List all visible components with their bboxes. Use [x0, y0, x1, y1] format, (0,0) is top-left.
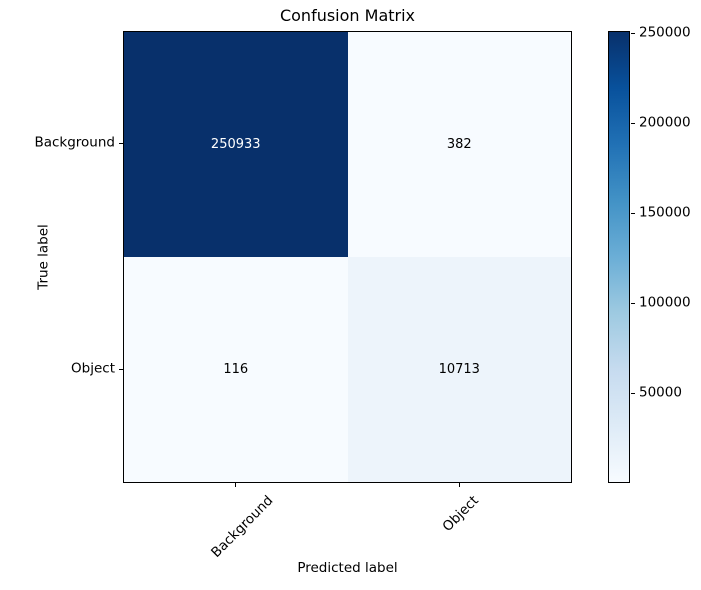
y-tick-mark — [119, 143, 123, 144]
heatmap-cell-true-background-pred-background: 250933 — [124, 32, 348, 257]
y-tick-mark — [119, 369, 123, 370]
y-axis-label: True label — [35, 224, 52, 290]
x-tick-label-background: Background — [208, 492, 277, 561]
x-tick-mark — [459, 483, 460, 487]
heatmap-cell-true-background-pred-object: 382 — [347, 32, 571, 257]
x-tick-mark — [235, 483, 236, 487]
y-tick-label-background: Background — [34, 134, 115, 151]
colorbar-tick-mark — [631, 123, 635, 124]
confusion-matrix-heatmap: 250933 382 116 10713 — [123, 31, 572, 483]
x-axis-label: Predicted label — [297, 560, 398, 576]
colorbar-gradient — [609, 32, 629, 482]
colorbar-tick-label: 50000 — [639, 384, 682, 401]
colorbar-tick-mark — [631, 33, 635, 34]
heatmap-cell-true-object-pred-object: 10713 — [347, 257, 571, 482]
colorbar-tick-label: 100000 — [639, 294, 691, 311]
colorbar-tick-label: 150000 — [639, 204, 691, 221]
chart-title: Confusion Matrix — [279, 6, 416, 25]
colorbar-tick-label: 250000 — [639, 24, 691, 41]
cell-value: 116 — [223, 362, 249, 377]
colorbar-tick-mark — [631, 213, 635, 214]
colorbar-tick-mark — [631, 303, 635, 304]
heatmap-cell-true-object-pred-background: 116 — [124, 257, 348, 482]
cell-value: 250933 — [210, 137, 261, 152]
colorbar-tick-mark — [631, 393, 635, 394]
cell-value: 382 — [446, 137, 472, 152]
colorbar-tick-label: 200000 — [639, 114, 691, 131]
x-tick-label-object: Object — [439, 492, 482, 535]
colorbar — [608, 31, 630, 483]
y-tick-label-object: Object — [71, 360, 115, 377]
cell-value: 10713 — [438, 362, 480, 377]
